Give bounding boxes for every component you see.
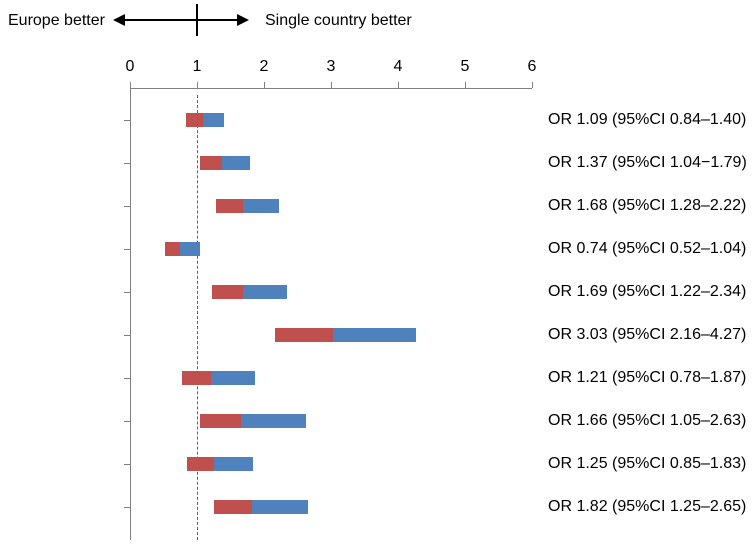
header-arrow-line <box>125 19 237 21</box>
row-stat: OR 1.68 (95%CI 1.28–2.22) <box>548 197 746 215</box>
bar-segment-low <box>165 242 180 256</box>
bar-segment-high <box>241 414 306 428</box>
row-stat: OR 1.82 (95%CI 1.25–2.65) <box>548 498 746 516</box>
bar-segment-low <box>200 414 241 428</box>
row-stat: OR 0.74 (95%CI 0.52–1.04) <box>548 240 746 258</box>
y-tick-mark <box>124 507 130 508</box>
x-tick-mark <box>331 82 332 88</box>
row-stat: OR 1.37 (95%CI 1.04−1.79) <box>548 154 747 172</box>
bar-segment-high <box>203 113 224 127</box>
reference-line <box>197 95 198 540</box>
y-tick-mark <box>124 249 130 250</box>
x-tick-mark <box>532 82 533 88</box>
bar-segment-low <box>186 113 203 127</box>
bar-segment-high <box>214 457 253 471</box>
bar-segment-low <box>216 199 243 213</box>
y-tick-mark <box>124 163 130 164</box>
y-tick-mark <box>124 378 130 379</box>
bar-segment-high <box>252 500 308 514</box>
row-stat: OR 1.25 (95%CI 0.85–1.83) <box>548 455 746 473</box>
row-stat: OR 1.09 (95%CI 0.84–1.40) <box>548 111 746 129</box>
header-arrow-left-icon <box>113 14 125 26</box>
bar-segment-low <box>214 500 252 514</box>
bar-segment-low <box>182 371 211 385</box>
y-tick-mark <box>124 292 130 293</box>
bar-segment-high <box>180 242 200 256</box>
bar-segment-high <box>222 156 250 170</box>
header-left-label: Europe better <box>8 12 105 30</box>
y-tick-mark <box>124 335 130 336</box>
bar-segment-high <box>243 285 287 299</box>
y-tick-mark <box>124 421 130 422</box>
x-tick-label: 5 <box>461 58 470 76</box>
x-tick-label: 3 <box>327 58 336 76</box>
row-stat: OR 3.03 (95%CI 2.16–4.27) <box>548 326 746 344</box>
bar-segment-high <box>211 371 255 385</box>
x-axis-line <box>130 88 532 89</box>
header-right-label: Single country better <box>265 12 412 30</box>
bar-segment-high <box>333 328 416 342</box>
header-arrow-right-icon <box>237 14 249 26</box>
x-tick-label: 2 <box>260 58 269 76</box>
x-tick-mark <box>197 82 198 88</box>
x-tick-mark <box>398 82 399 88</box>
bar-segment-low <box>212 285 243 299</box>
bar-segment-high <box>243 199 279 213</box>
bar-segment-low <box>187 457 214 471</box>
x-tick-label: 6 <box>528 58 537 76</box>
x-tick-mark <box>264 82 265 88</box>
x-tick-mark <box>465 82 466 88</box>
y-axis-line <box>130 88 131 540</box>
y-tick-mark <box>124 206 130 207</box>
y-tick-mark <box>124 120 130 121</box>
header-arrow-ref-tick <box>196 4 198 36</box>
x-tick-label: 1 <box>193 58 202 76</box>
bar-segment-low <box>200 156 222 170</box>
row-stat: OR 1.21 (95%CI 0.78–1.87) <box>548 369 746 387</box>
forest-chart: Europe better Single country better 0 1 2 3… <box>0 0 752 559</box>
y-tick-mark <box>124 464 130 465</box>
bar-segment-low <box>275 328 333 342</box>
x-tick-label: 4 <box>394 58 403 76</box>
row-stat: OR 1.66 (95%CI 1.05–2.63) <box>548 412 746 430</box>
row-stat: OR 1.69 (95%CI 1.22–2.34) <box>548 283 746 301</box>
x-tick-label: 0 <box>126 58 135 76</box>
